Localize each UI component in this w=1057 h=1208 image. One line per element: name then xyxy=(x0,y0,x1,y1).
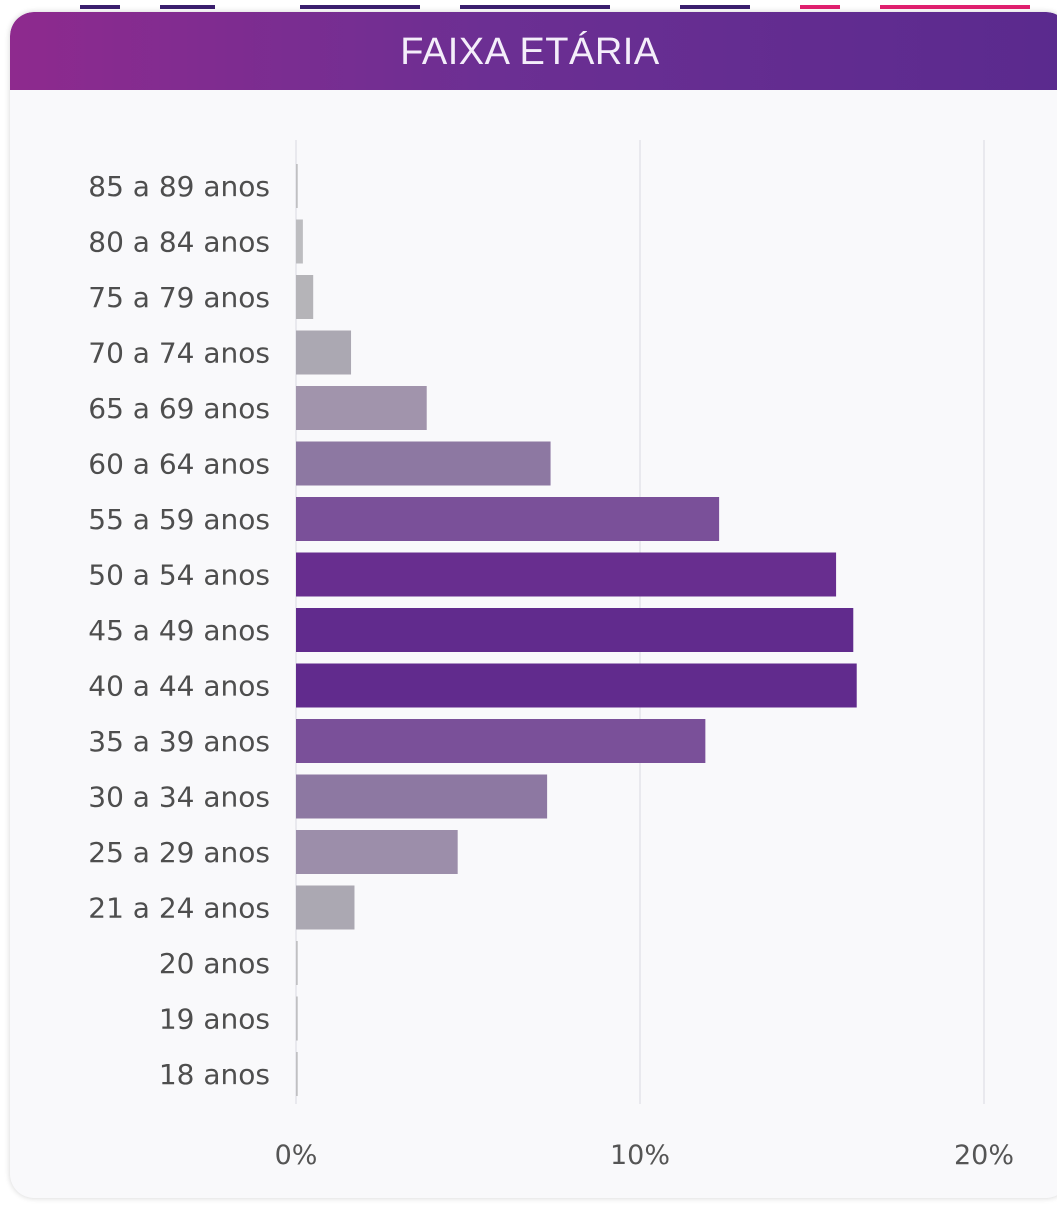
category-label-8: 45 a 49 anos xyxy=(88,614,270,647)
category-label-11: 30 a 34 anos xyxy=(88,781,270,814)
cropped-heading-strip xyxy=(0,0,1057,10)
category-label-15: 19 anos xyxy=(159,1003,270,1036)
bar-13 xyxy=(296,885,355,930)
category-label-5: 60 a 64 anos xyxy=(88,448,270,481)
category-label-2: 75 a 79 anos xyxy=(88,281,270,314)
bar-7 xyxy=(296,552,837,597)
bar-12 xyxy=(296,830,458,874)
bar-8 xyxy=(296,608,854,652)
category-label-9: 40 a 44 anos xyxy=(88,670,270,703)
bar-15 xyxy=(296,996,298,1041)
category-label-10: 35 a 39 anos xyxy=(88,725,270,758)
bar-4 xyxy=(296,386,427,430)
x-tick-label-2: 20% xyxy=(954,1140,1014,1171)
bar-14 xyxy=(296,941,298,985)
bar-11 xyxy=(296,774,548,819)
bar-10 xyxy=(296,719,706,763)
x-tick-label-1: 10% xyxy=(610,1140,670,1171)
bar-3 xyxy=(296,330,352,375)
bar-0 xyxy=(296,164,298,208)
category-label-0: 85 a 89 anos xyxy=(88,170,270,203)
cropped-heading-glyphs xyxy=(80,5,1030,9)
category-label-14: 20 anos xyxy=(159,947,270,980)
bar-6 xyxy=(296,497,720,541)
bar-5 xyxy=(296,441,551,486)
bar-1 xyxy=(296,219,303,264)
bar-16 xyxy=(296,1052,298,1096)
bar-2 xyxy=(296,275,314,319)
category-label-6: 55 a 59 anos xyxy=(88,503,270,536)
category-label-16: 18 anos xyxy=(159,1058,270,1091)
category-label-13: 21 a 24 anos xyxy=(88,892,270,925)
age-range-card: FAIXA ETÁRIA 85 a 89 anos 80 a 84 anos 75 … xyxy=(10,12,1057,1198)
card-title: FAIXA ETÁRIA xyxy=(400,31,660,73)
category-label-4: 65 a 69 anos xyxy=(88,392,270,425)
x-tick-label-0: 0% xyxy=(275,1140,318,1171)
category-label-3: 70 a 74 anos xyxy=(88,337,270,370)
age-bar-chart: 85 a 89 anos 80 a 84 anos 75 a 79 anos 70 a… xyxy=(88,140,1014,1171)
bar-9 xyxy=(296,663,857,708)
category-label-7: 50 a 54 anos xyxy=(88,559,270,592)
category-label-1: 80 a 84 anos xyxy=(88,226,270,259)
category-label-12: 25 a 29 anos xyxy=(88,836,270,869)
card-header: FAIXA ETÁRIA xyxy=(10,12,1057,90)
